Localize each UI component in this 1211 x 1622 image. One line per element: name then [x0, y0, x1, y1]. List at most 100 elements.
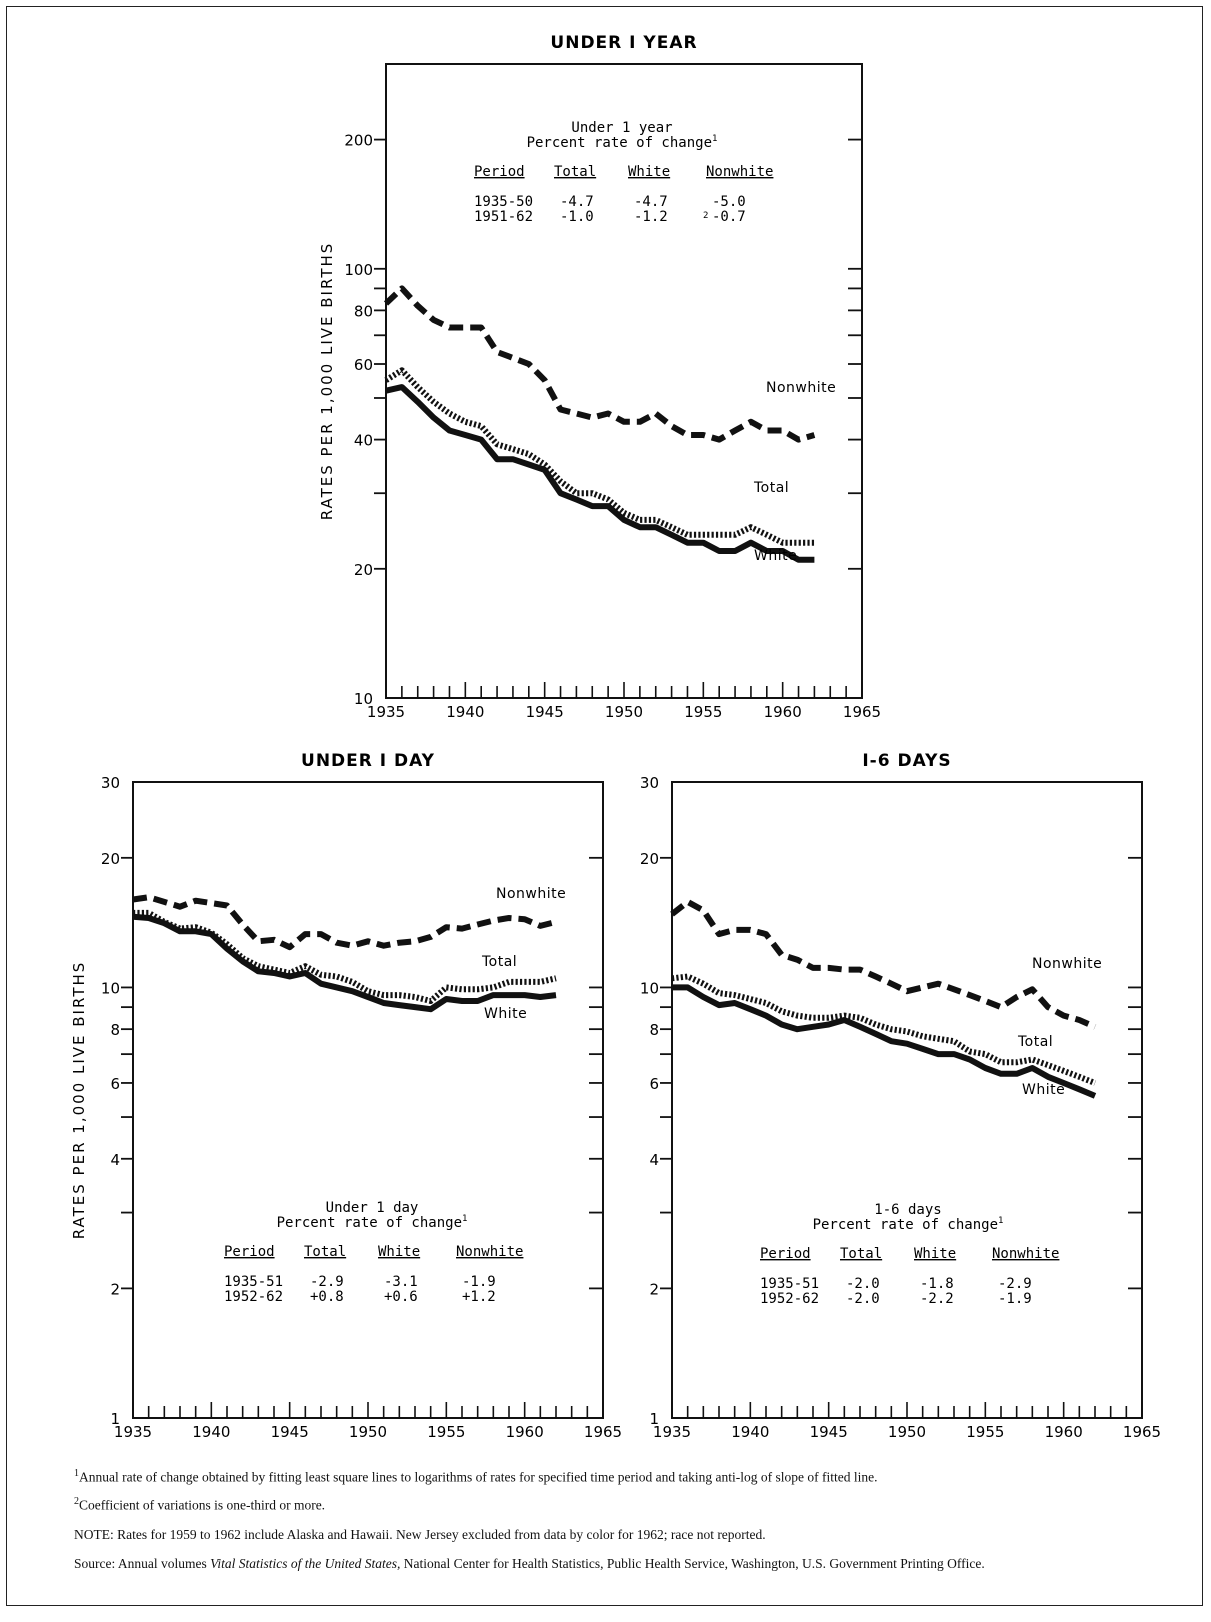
- series-label-white: White: [1022, 1082, 1065, 1098]
- series-label-nonwhite: Nonwhite: [1032, 956, 1102, 972]
- inset-cell: 1935-51: [224, 1274, 283, 1290]
- inset-subtitle-mark: 1: [462, 1214, 467, 1224]
- inset-cell: 1952-62: [224, 1289, 283, 1305]
- figure-frame: [6, 6, 1203, 1606]
- x-tick-label: 1960: [506, 1423, 544, 1441]
- y-tick-label: 1: [649, 1410, 659, 1428]
- inset-cell: -1.2: [634, 209, 668, 225]
- y-tick-label: 100: [344, 261, 373, 279]
- x-tick-label: 1940: [731, 1423, 769, 1441]
- inset-cell: -1.8: [920, 1276, 954, 1292]
- series-label-white: White: [754, 548, 797, 564]
- inset-header: Nonwhite: [706, 164, 773, 180]
- x-tick-label: 1950: [888, 1423, 926, 1441]
- inset-header: Period: [224, 1244, 275, 1260]
- y-axis-label: RATES PER 1,000 LIVE BIRTHS: [70, 961, 88, 1240]
- note-text: NOTE: Rates for 1959 to 1962 include Ala…: [74, 1527, 766, 1542]
- inset-header: Total: [840, 1246, 882, 1262]
- inset-header: Total: [554, 164, 596, 180]
- y-tick-label: 4: [110, 1151, 120, 1169]
- y-tick-label: 8: [649, 1021, 659, 1039]
- inset-note-mark: 2: [703, 211, 708, 221]
- inset-cell: 1951-62: [474, 209, 533, 225]
- series-line-white: [385, 384, 815, 563]
- y-tick-label: 30: [101, 774, 120, 792]
- y-tick-label: 30: [640, 774, 659, 792]
- plot-frame: [132, 781, 604, 1419]
- y-axis-label: RATES PER 1,000 LIVE BIRTHS: [318, 242, 336, 521]
- source-text: Source: Annual volumes Vital Statistics …: [74, 1555, 1164, 1572]
- inset-subtitle-mark: 1: [712, 134, 717, 144]
- x-tick-label: 1955: [684, 703, 722, 721]
- series-label-total: Total: [481, 954, 517, 970]
- inset-header: Nonwhite: [456, 1244, 523, 1260]
- inset-header: White: [628, 164, 670, 180]
- inset-cell: -0.7: [712, 209, 746, 225]
- series-line-total: [384, 367, 815, 546]
- x-tick-label: 1935: [367, 703, 405, 721]
- x-tick-label: 1955: [966, 1423, 1004, 1441]
- x-tick-label: 1965: [1123, 1423, 1161, 1441]
- y-tick-label: 10: [640, 979, 659, 997]
- x-tick-label: 1950: [349, 1423, 387, 1441]
- footnote-1: 1Annual rate of change obtained by fitti…: [74, 1465, 1164, 1486]
- x-tick-label: 1965: [843, 703, 881, 721]
- inset-subtitle-mark: 1: [998, 1216, 1003, 1226]
- y-tick-label: 6: [649, 1075, 659, 1093]
- inset-cell: -1.9: [462, 1274, 496, 1290]
- y-tick-label: 8: [110, 1021, 120, 1039]
- x-tick-label: 1945: [810, 1423, 848, 1441]
- series-label-nonwhite: Nonwhite: [496, 886, 566, 902]
- y-tick-label: 6: [110, 1075, 120, 1093]
- y-tick-label: 2: [649, 1280, 659, 1298]
- x-tick-label: 1945: [271, 1423, 309, 1441]
- series-line-white: [132, 913, 557, 1013]
- inset-cell: -2.9: [998, 1276, 1032, 1292]
- x-tick-label: 1960: [764, 703, 802, 721]
- y-tick-label: 60: [354, 356, 373, 374]
- series-line-nonwhite: [132, 894, 557, 951]
- inset-cell: -4.7: [634, 194, 668, 210]
- series-line-total: [671, 973, 1097, 1086]
- inset-header: Nonwhite: [992, 1246, 1059, 1262]
- chart-title: UNDER I YEAR: [550, 33, 697, 53]
- inset-cell: 1935-51: [760, 1276, 819, 1292]
- x-tick-label: 1960: [1045, 1423, 1083, 1441]
- inset-cell: -1.0: [560, 209, 594, 225]
- x-tick-label: 1965: [584, 1423, 622, 1441]
- y-tick-label: 10: [354, 690, 373, 708]
- y-tick-label: 200: [344, 132, 373, 150]
- x-tick-label: 1945: [526, 703, 564, 721]
- inset-cell: +0.6: [384, 1289, 418, 1305]
- inset-cell: 1952-62: [760, 1291, 819, 1307]
- source-italic: Vital Statistics of the United States,: [210, 1556, 401, 1571]
- footnote-1-text: Annual rate of change obtained by fittin…: [79, 1469, 878, 1485]
- inset-cell: -2.0: [846, 1291, 880, 1307]
- series-label-total: Total: [753, 480, 789, 496]
- x-tick-label: 1935: [114, 1423, 152, 1441]
- x-tick-label: 1940: [446, 703, 484, 721]
- inset-subtitle: Percent rate of change1: [813, 1216, 1004, 1233]
- chart-panel-2: UNDER I DAY 1 2 4 6 8 10 20 30 1935 1940 1945 1950 19…: [70, 751, 622, 1441]
- plot-frame: [671, 781, 1143, 1419]
- inset-header: Period: [760, 1246, 811, 1262]
- inset-cell: -2.2: [920, 1291, 954, 1307]
- inset-header: White: [914, 1246, 956, 1262]
- inset-cell: 1935-50: [474, 194, 533, 210]
- chart-panel-1: UNDER I YEAR 10 20 40 60 80 100 200 1935 1940 1945…: [318, 33, 881, 721]
- series-label-total: Total: [1017, 1034, 1053, 1050]
- inset-title: Under 1 year: [571, 120, 672, 136]
- inset-header: White: [378, 1244, 420, 1260]
- y-tick-label: 20: [101, 850, 120, 868]
- y-tick-label: 1: [110, 1410, 120, 1428]
- chart-panel-3: I-6 DAYS 1 2 4 6 8 10 20 30 1935 1940 1945 1950 1955 1…: [640, 751, 1161, 1441]
- y-tick-label: 2: [110, 1280, 120, 1298]
- inset-cell: -2.9: [310, 1274, 344, 1290]
- inset-cell: +1.2: [462, 1289, 496, 1305]
- series-line-nonwhite: [383, 285, 816, 443]
- y-tick-label: 10: [101, 979, 120, 997]
- source-suffix: National Center for Health Statistics, P…: [400, 1556, 985, 1571]
- inset-cell: +0.8: [310, 1289, 344, 1305]
